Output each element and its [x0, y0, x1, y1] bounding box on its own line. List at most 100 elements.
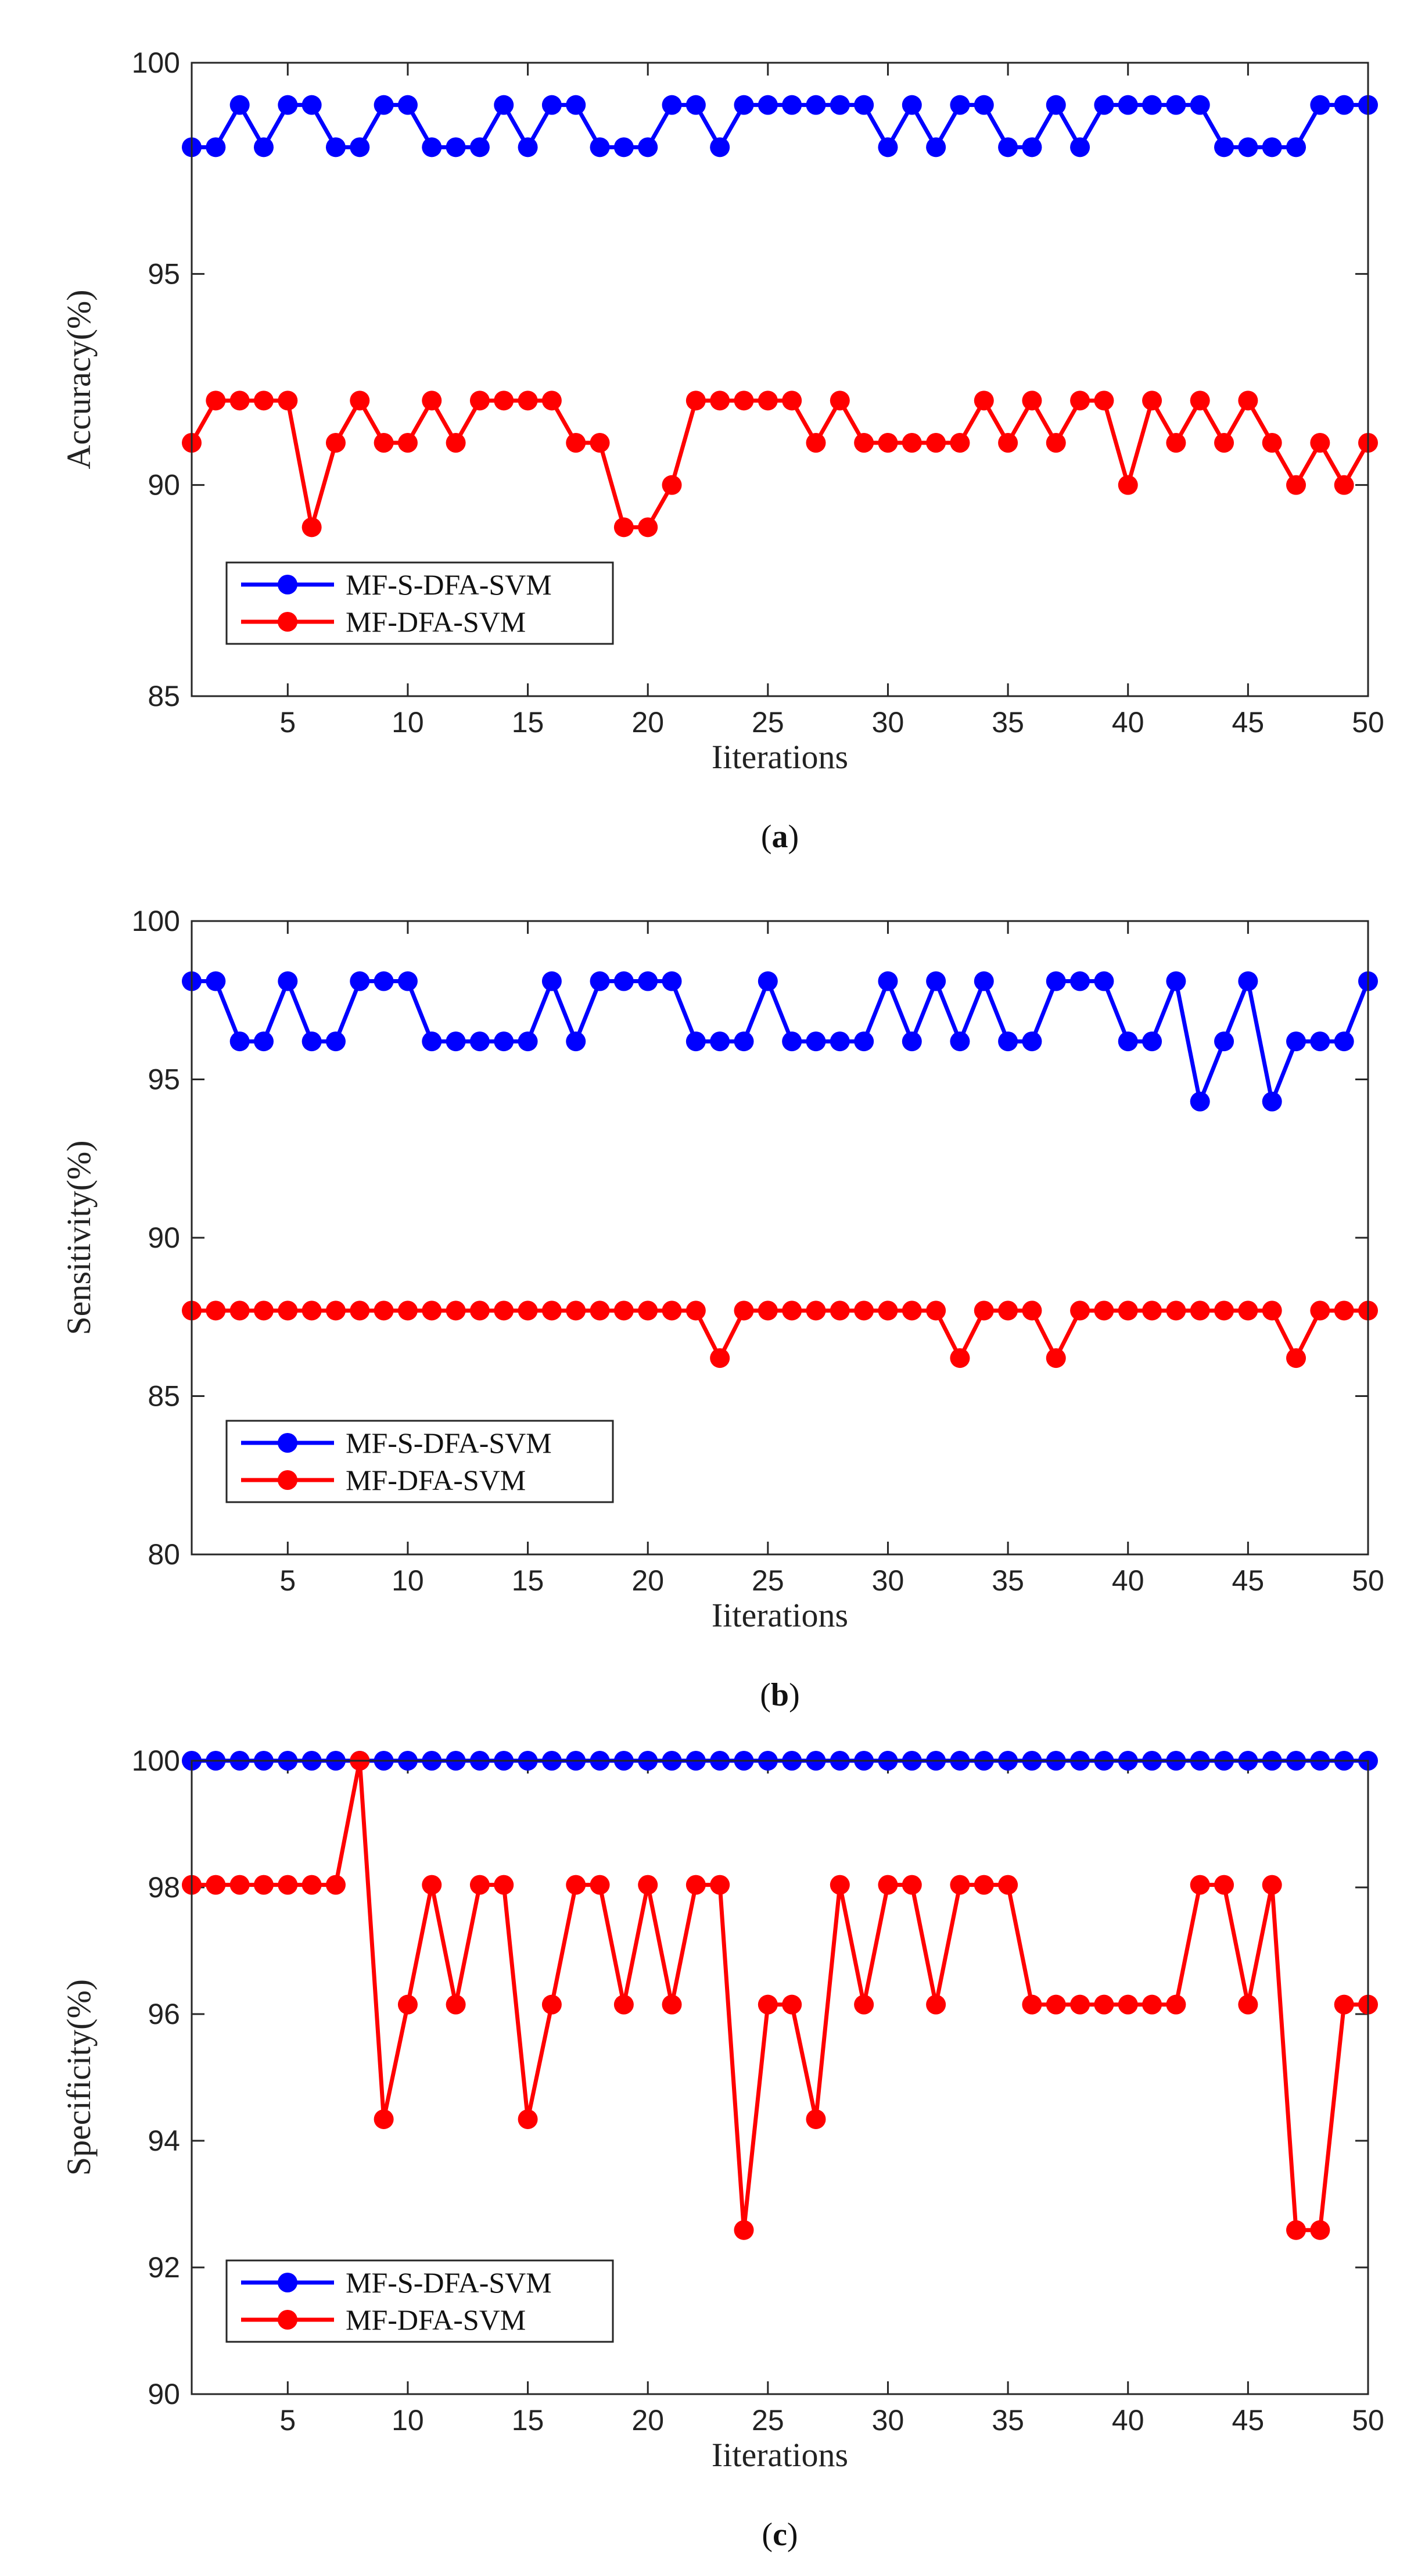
panel-c-point-mf-dfa-svm-27	[806, 2109, 826, 2129]
panel-b-point-mf-s-dfa-svm-8	[350, 971, 370, 991]
panel-b-point-mf-s-dfa-svm-20	[638, 971, 658, 991]
panel-a-point-mf-dfa-svm-16	[541, 390, 562, 411]
panel-b-point-mf-s-dfa-svm-26	[782, 1031, 802, 1052]
panel-c-point-mf-dfa-svm-24	[734, 2220, 754, 2240]
panel-b-point-mf-s-dfa-svm-10	[397, 971, 418, 991]
panel-c-y-tick-label-92: 92	[148, 2251, 180, 2284]
panel-b-series	[182, 971, 1378, 1368]
panel-c-point-mf-dfa-svm-3	[229, 1875, 250, 1895]
panel-a-point-mf-s-dfa-svm-31	[902, 95, 922, 115]
panel-b-point-mf-dfa-svm-30	[878, 1300, 898, 1321]
panel-b-point-mf-dfa-svm-27	[806, 1300, 826, 1321]
panel-c-legend-label-mf-s-dfa-svm: MF-S-DFA-SVM	[346, 2266, 552, 2299]
panel-a-point-mf-s-dfa-svm-45	[1238, 137, 1258, 157]
panel-a-point-mf-s-dfa-svm-6	[301, 95, 322, 115]
panel-a-point-mf-dfa-svm-40	[1118, 475, 1138, 495]
panel-b-point-mf-s-dfa-svm-7	[325, 1031, 346, 1052]
panel-a-point-mf-dfa-svm-26	[782, 390, 802, 411]
panel-c-point-mf-dfa-svm-20	[638, 1875, 658, 1895]
panel-a-point-mf-s-dfa-svm-17	[566, 95, 586, 115]
panel-a-point-mf-dfa-svm-37	[1046, 433, 1066, 453]
panel-b-point-mf-dfa-svm-11	[422, 1300, 442, 1321]
panel-b-point-mf-s-dfa-svm-47	[1286, 1031, 1306, 1052]
panel-c-x-tick-label-35: 35	[992, 2404, 1024, 2437]
panel-a-series	[182, 95, 1378, 538]
panel-a-point-mf-dfa-svm-15	[518, 390, 538, 411]
panel-a-point-mf-dfa-svm-18	[590, 433, 610, 453]
panel-b-y-tick-label-80: 80	[148, 1538, 180, 1571]
panel-c-point-mf-dfa-svm-40	[1118, 1994, 1138, 2015]
panel-a-point-mf-dfa-svm-39	[1094, 390, 1114, 411]
panel-c-point-mf-dfa-svm-12	[446, 1994, 466, 2015]
panel-b-point-mf-dfa-svm-15	[518, 1300, 538, 1321]
panel-a-x-tick-label-5: 5	[279, 706, 296, 739]
panel-c-axes-frame	[191, 1760, 1369, 2395]
panel-b-x-tick-label-15: 15	[512, 1564, 544, 1597]
panel-c-point-mf-dfa-svm-9	[374, 2109, 394, 2129]
panel-a-point-mf-dfa-svm-7	[325, 433, 346, 453]
panel-b-point-mf-s-dfa-svm-3	[229, 1031, 250, 1052]
panel-c-point-mf-dfa-svm-13	[469, 1875, 490, 1895]
panel-a-x-tick-label-45: 45	[1232, 706, 1265, 739]
panel-b-point-mf-dfa-svm-45	[1238, 1300, 1258, 1321]
panel-a-point-mf-dfa-svm-13	[469, 390, 490, 411]
panel-b-point-mf-s-dfa-svm-5	[278, 971, 298, 991]
panel-b-point-mf-s-dfa-svm-39	[1094, 971, 1114, 991]
panel-c-y-tick-label-96: 96	[148, 1998, 180, 2030]
panel-b-point-mf-dfa-svm-5	[278, 1300, 298, 1321]
panel-a-point-mf-dfa-svm-43	[1190, 390, 1210, 411]
panel-b-point-mf-dfa-svm-43	[1190, 1300, 1210, 1321]
panel-a-y-tick-label-95: 95	[148, 257, 180, 290]
panel-b-point-mf-dfa-svm-48	[1310, 1300, 1330, 1321]
panel-a-x-tick-label-50: 50	[1352, 706, 1384, 739]
panel-a-point-mf-dfa-svm-22	[685, 390, 706, 411]
panel-b-point-mf-dfa-svm-32	[926, 1300, 946, 1321]
panel-a-x-tick-label-15: 15	[512, 706, 544, 739]
panel-a-point-mf-dfa-svm-31	[902, 433, 922, 453]
panel-a-point-mf-dfa-svm-24	[734, 390, 754, 411]
panel-a-x-tick-label-40: 40	[1112, 706, 1144, 739]
panel-c-point-mf-dfa-svm-34	[974, 1875, 994, 1895]
panel-b-point-mf-s-dfa-svm-46	[1262, 1091, 1282, 1112]
panel-b-y-tick-label-100: 100	[132, 905, 180, 937]
panel-a-point-mf-s-dfa-svm-44	[1214, 137, 1234, 157]
panel-c-y-tick-label-94: 94	[148, 2124, 180, 2157]
panel-b-tick-labels: 5 10 15 20 25 30 35 40 45 50 80 85 90 95 100	[132, 905, 1384, 1597]
panel-c-point-mf-dfa-svm-14	[494, 1875, 514, 1895]
panel-b-point-mf-s-dfa-svm-34	[974, 971, 994, 991]
panel-b-point-mf-s-dfa-svm-30	[878, 971, 898, 991]
panel-a-point-mf-s-dfa-svm-12	[446, 137, 466, 157]
panel-b-x-tick-label-35: 35	[992, 1564, 1024, 1597]
panel-a-point-mf-s-dfa-svm-28	[830, 95, 850, 115]
panel-a-point-mf-dfa-svm-28	[830, 390, 850, 411]
panel-b-point-mf-s-dfa-svm-38	[1070, 971, 1090, 991]
panel-a-point-mf-s-dfa-svm-5	[278, 95, 298, 115]
panel-a-point-mf-s-dfa-svm-24	[734, 95, 754, 115]
panel-a-point-mf-s-dfa-svm-30	[878, 137, 898, 157]
panel-b-point-mf-dfa-svm-17	[566, 1300, 586, 1321]
panel-a-point-mf-s-dfa-svm-49	[1334, 95, 1354, 115]
panel-c-caption-letter: c	[773, 2517, 787, 2553]
panel-b-point-mf-s-dfa-svm-43	[1190, 1091, 1210, 1112]
panel-c-point-mf-dfa-svm-18	[590, 1875, 610, 1895]
panel-b-point-mf-s-dfa-svm-15	[518, 1031, 538, 1052]
panel-a-point-mf-s-dfa-svm-41	[1142, 95, 1162, 115]
panel-a-point-mf-dfa-svm-35	[998, 433, 1018, 453]
panel-a-point-mf-dfa-svm-42	[1166, 433, 1186, 453]
panel-b-point-mf-s-dfa-svm-18	[590, 971, 610, 991]
panel-a-point-mf-s-dfa-svm-2	[206, 137, 226, 157]
panel-b-point-mf-s-dfa-svm-42	[1166, 971, 1186, 991]
panel-b-point-mf-s-dfa-svm-24	[734, 1031, 754, 1052]
panel-c-x-tick-label-5: 5	[279, 2404, 296, 2437]
panel-b-x-axis-label: Iiterations	[712, 1596, 848, 1634]
panel-a-point-mf-dfa-svm-5	[278, 390, 298, 411]
panel-a-legend-marker-mf-s-dfa-svm	[278, 575, 297, 594]
panel-a-point-mf-dfa-svm-32	[926, 433, 946, 453]
panel-a-point-mf-dfa-svm-2	[206, 390, 226, 411]
panel-a-y-axis-label: Accuracy(%)	[60, 289, 98, 469]
panel-b-point-mf-dfa-svm-38	[1070, 1300, 1090, 1321]
panel-b-point-mf-dfa-svm-49	[1334, 1300, 1354, 1321]
panel-a-point-mf-dfa-svm-27	[806, 433, 826, 453]
panel-c-x-tick-label-10: 10	[392, 2404, 424, 2437]
panel-c-y-tick-label-90: 90	[148, 2378, 180, 2410]
